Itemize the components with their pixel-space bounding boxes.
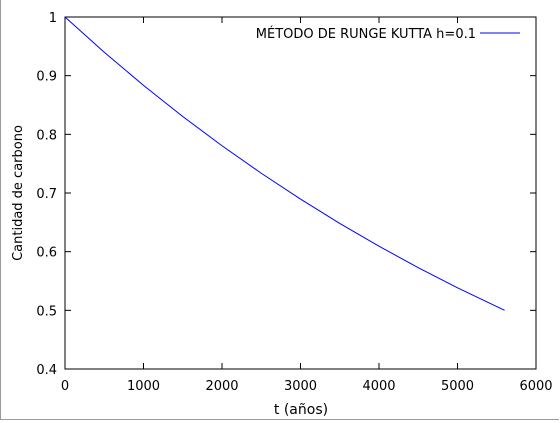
- x-tick-label: 5000: [441, 379, 474, 394]
- x-axis-label: t (años): [274, 402, 328, 418]
- y-tick-label: 0.7: [36, 187, 57, 202]
- y-tick-label: 0.4: [36, 363, 57, 378]
- y-axis-label: Cantidad de carbono: [11, 125, 26, 261]
- series-line: [64, 16, 505, 311]
- x-tick-label: 4000: [362, 379, 395, 394]
- x-tick-label: 1000: [127, 379, 160, 394]
- y-tick-label: 1: [49, 11, 57, 26]
- y-tick-label: 0.5: [36, 304, 57, 319]
- series-group: [64, 16, 505, 311]
- y-tick-label: 0.9: [36, 70, 57, 85]
- y-tick-label: 0.6: [36, 246, 57, 261]
- x-tick-label: 3000: [284, 379, 317, 394]
- legend: MÉTODO DE RUNGE KUTTA h=0.1: [256, 26, 520, 42]
- x-tick-label: 6000: [519, 379, 552, 394]
- x-tick-label: 0: [61, 379, 69, 394]
- x-axis-ticks: 0 1000 2000 3000 4000 5000 6000: [61, 17, 553, 394]
- x-tick-label: 2000: [205, 379, 238, 394]
- plot-frame: [64, 16, 537, 370]
- y-axis-ticks: 0.4 0.5 0.6 0.7 0.8 0.9 1: [36, 11, 536, 378]
- legend-label: MÉTODO DE RUNGE KUTTA h=0.1: [256, 26, 476, 42]
- y-tick-label: 0.8: [36, 128, 57, 143]
